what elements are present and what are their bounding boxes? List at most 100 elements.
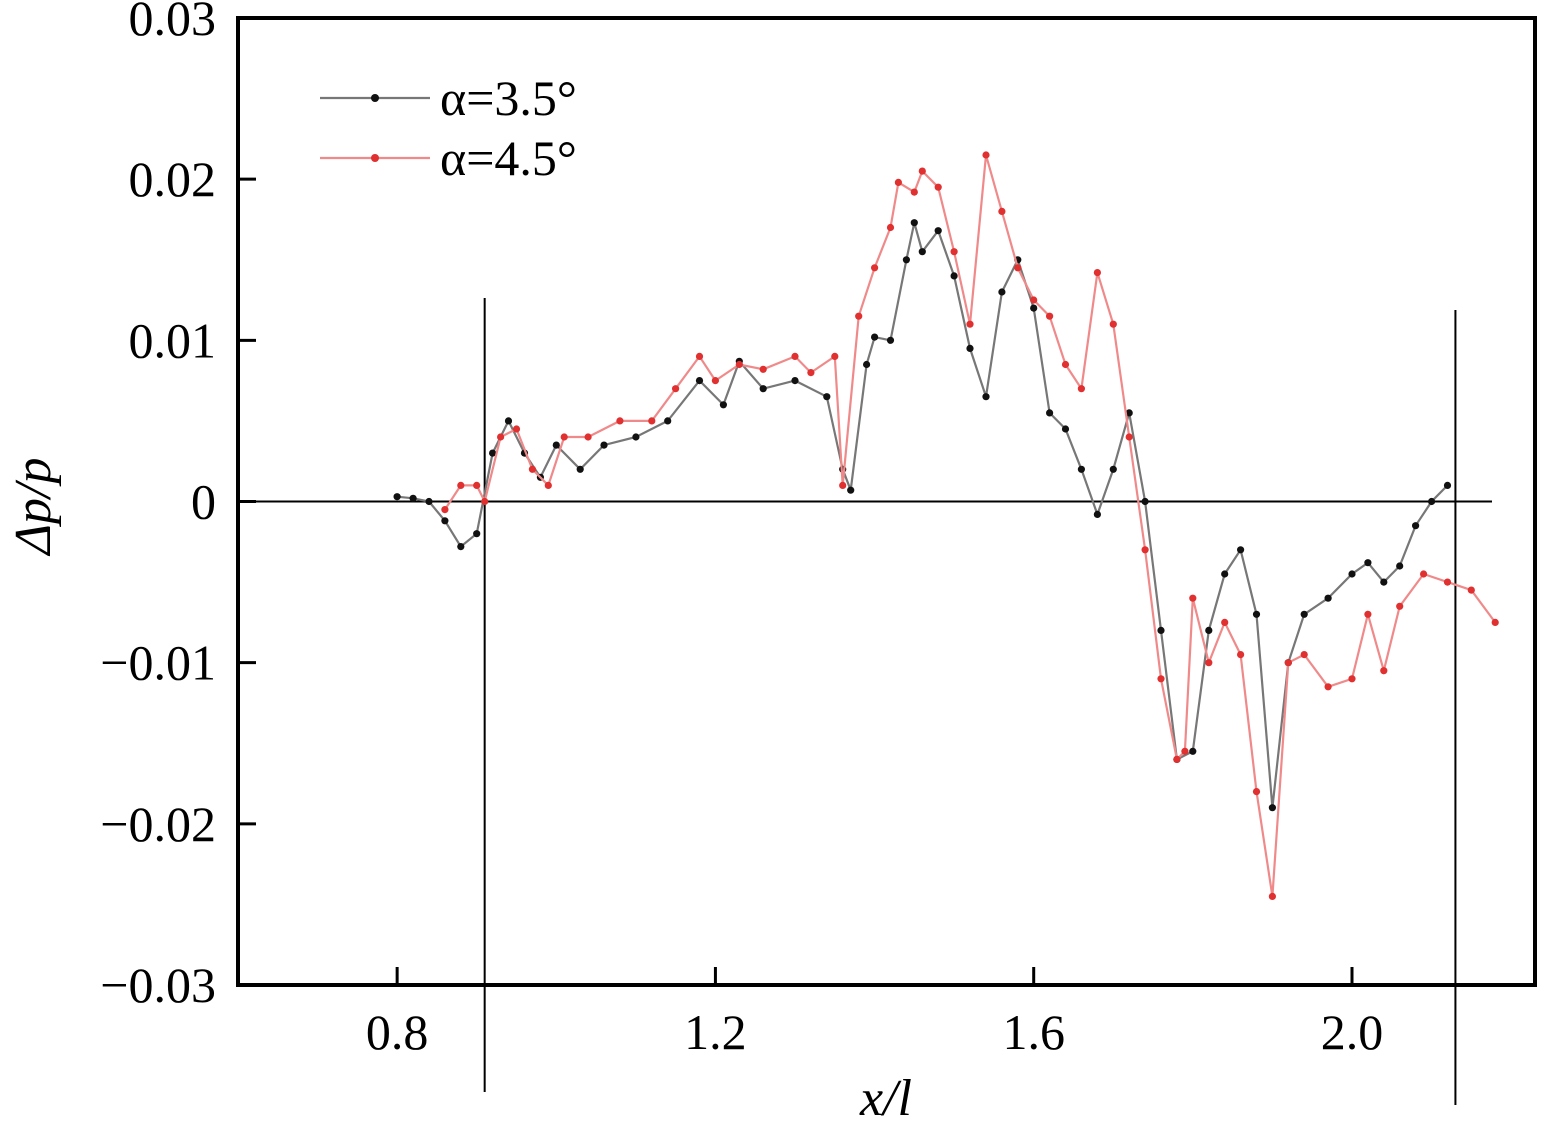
data-point: [441, 517, 449, 525]
data-point: [1324, 594, 1332, 602]
legend-item: α=3.5°: [320, 70, 577, 126]
x-tick-label: 0.8: [366, 1004, 429, 1060]
data-point: [1491, 618, 1499, 627]
y-axis-title: Δp/p: [5, 458, 62, 557]
data-point: [393, 493, 401, 501]
data-point: [966, 344, 974, 352]
data-point: [1284, 659, 1292, 667]
data-point: [1189, 594, 1197, 602]
data-point: [600, 441, 608, 449]
data-point: [457, 481, 465, 489]
data-point: [481, 497, 489, 506]
data-point: [1093, 510, 1101, 518]
data-point: [1181, 747, 1189, 755]
data-point: [1252, 788, 1261, 796]
y-tick-label: 0.02: [129, 151, 217, 207]
data-point: [1030, 304, 1038, 312]
data-point: [1157, 675, 1165, 683]
data-point: [489, 449, 497, 457]
data-point: [1189, 747, 1197, 755]
data-point: [457, 543, 465, 551]
x-tick-label: 1.6: [1002, 1004, 1065, 1060]
data-point: [648, 417, 656, 425]
data-point: [918, 248, 926, 256]
data-point: [1396, 602, 1404, 610]
data-point: [831, 352, 839, 360]
data-point: [998, 207, 1006, 215]
data-point: [1141, 497, 1149, 506]
data-point: [1412, 522, 1420, 530]
data-point: [966, 320, 974, 328]
data-point: [672, 385, 680, 393]
legend-label: α=3.5°: [440, 70, 577, 126]
data-point: [950, 272, 958, 280]
data-point: [759, 365, 767, 373]
data-point: [552, 441, 560, 449]
data-point: [528, 465, 537, 473]
data-point: [982, 151, 990, 159]
data-point: [1348, 570, 1356, 578]
data-point: [1205, 659, 1213, 667]
legend-label: α=4.5°: [440, 130, 577, 186]
data-point: [1109, 320, 1117, 328]
series-2: [441, 151, 1499, 901]
data-point: [1109, 465, 1117, 473]
data-point: [632, 433, 640, 441]
data-point: [664, 417, 672, 425]
data-point: [735, 360, 743, 369]
series-line: [396, 222, 1449, 808]
legend-swatch-marker: [371, 94, 379, 102]
data-point: [584, 433, 592, 441]
data-point: [1380, 667, 1388, 675]
data-point: [1141, 546, 1149, 554]
data-point: [560, 433, 568, 441]
data-point: [497, 433, 505, 441]
data-point: [910, 219, 918, 227]
data-point: [1093, 269, 1101, 277]
data-point: [791, 352, 799, 360]
data-point: [839, 481, 847, 489]
y-tick-label: 0.01: [129, 312, 217, 368]
legend: α=3.5°α=4.5°: [320, 70, 577, 186]
data-point: [1364, 610, 1372, 618]
y-tick-label: 0: [191, 474, 216, 530]
data-point: [982, 393, 990, 401]
data-point: [1252, 610, 1261, 618]
data-point: [1077, 465, 1085, 473]
x-tick-label: 1.2: [684, 1004, 747, 1060]
data-point: [1364, 559, 1372, 567]
data-point: [1268, 804, 1276, 812]
data-point: [473, 481, 481, 489]
data-point: [576, 465, 584, 473]
y-tick-label: −0.01: [100, 635, 216, 691]
data-point: [1125, 409, 1133, 417]
data-point: [1125, 433, 1133, 441]
series-line: [443, 154, 1497, 897]
data-point: [1300, 651, 1308, 659]
data-point: [1443, 481, 1452, 489]
data-point: [950, 248, 958, 256]
data-point: [759, 385, 767, 393]
series-1: [393, 219, 1452, 812]
data-point: [1420, 570, 1428, 578]
y-tick-label: −0.03: [100, 957, 216, 1013]
data-point: [871, 333, 879, 341]
data-point: [894, 178, 903, 186]
data-point: [1428, 497, 1436, 506]
data-point: [1268, 892, 1276, 901]
data-point: [871, 264, 879, 272]
legend-swatch-marker: [371, 154, 379, 162]
data-point: [1396, 562, 1404, 570]
data-point: [711, 377, 720, 385]
data-point: [1237, 651, 1245, 659]
data-point: [425, 497, 433, 506]
y-tick-label: 0.03: [129, 0, 217, 46]
data-point: [934, 227, 942, 235]
data-point: [695, 377, 704, 385]
data-point: [1061, 360, 1070, 369]
data-point: [886, 223, 895, 232]
data-point: [1221, 618, 1229, 627]
data-point: [847, 486, 855, 494]
data-point: [512, 425, 521, 433]
